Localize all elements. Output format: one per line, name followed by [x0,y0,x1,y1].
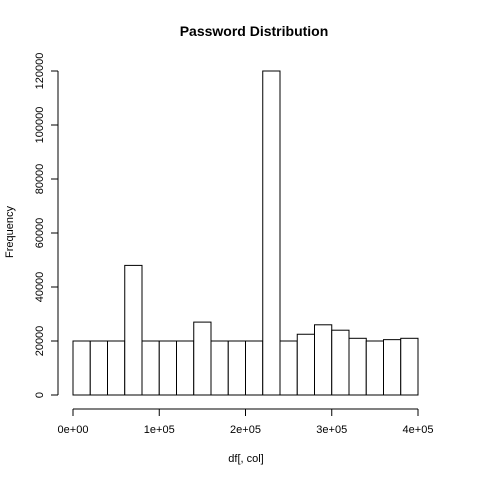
histogram-bar [314,324,333,396]
y-tick-label: 40000 [34,272,46,303]
histogram-bar [296,333,315,396]
x-axis: 0e+00 1e+05 2e+05 3e+05 4e+05 [58,408,434,436]
histogram-bar [72,340,91,396]
y-tick-label: 0 [34,392,46,398]
histogram-bar [348,337,367,396]
histogram-bar [365,340,384,396]
y-tick-label: 120000 [34,53,46,90]
x-tick-label: 1e+05 [144,424,175,436]
x-tick-label: 3e+05 [316,424,347,436]
x-axis-label: df[, col] [228,453,263,465]
histogram-bar [107,340,126,396]
bars-group [72,70,419,396]
x-tick-label: 2e+05 [230,424,261,436]
histogram-bar [141,340,160,396]
histogram-bar [227,340,246,396]
histogram-bar [158,340,177,396]
y-axis: 0 20000 40000 60000 80000 100000 120000 [34,53,59,398]
histogram-bar [331,329,350,396]
histogram-bar [124,264,143,396]
y-axis-label: Frequency [4,206,16,258]
histogram-bar [262,70,281,396]
chart-title: Password Distribution [180,23,329,39]
histogram-bar [89,340,108,396]
x-tick-label: 4e+05 [403,424,434,436]
y-tick-label: 20000 [34,326,46,357]
histogram-bar [245,340,264,396]
histogram-bar [400,337,419,396]
histogram-bar [193,321,212,396]
histogram-bar [210,340,229,396]
histogram-bar [383,339,402,396]
histogram-bar [279,340,298,396]
y-tick-label: 80000 [34,164,46,195]
y-tick-label: 60000 [34,218,46,249]
x-tick-label: 0e+00 [58,424,89,436]
histogram-bar [176,340,195,396]
y-tick-label: 100000 [34,107,46,144]
